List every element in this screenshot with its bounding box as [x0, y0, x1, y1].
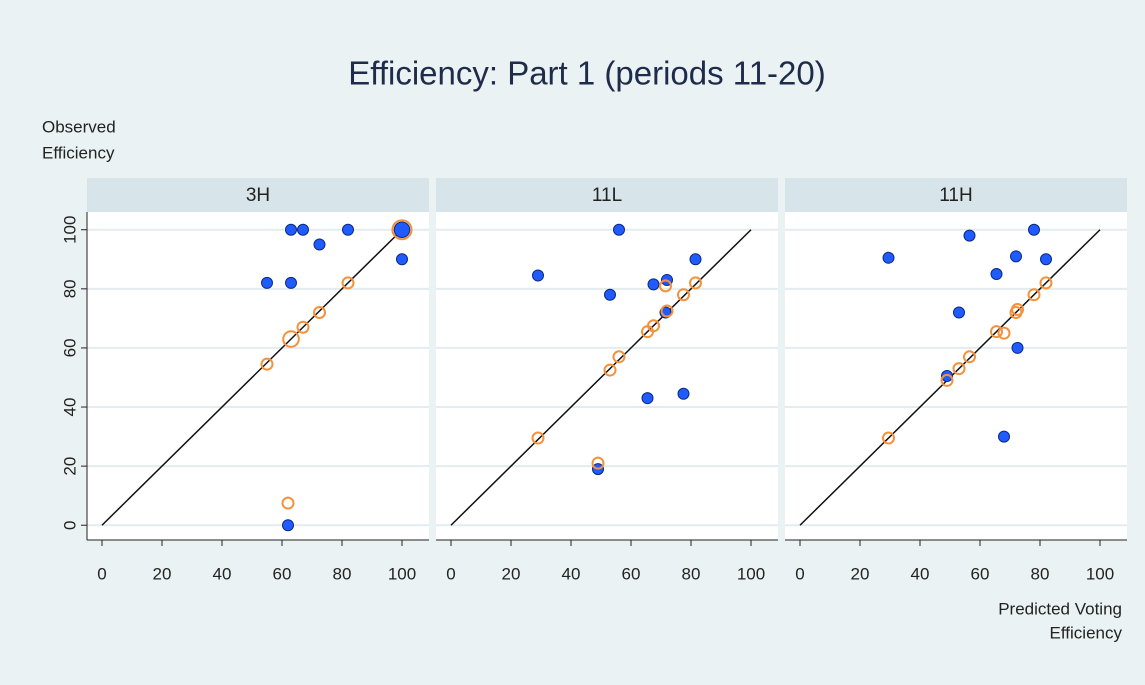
point	[990, 325, 1003, 339]
point	[997, 326, 1011, 340]
y-tick-label: 60	[60, 338, 79, 357]
y-tick-label: 0	[60, 520, 79, 529]
point	[260, 357, 274, 371]
point	[285, 276, 297, 289]
point	[591, 456, 605, 470]
x-tick-label: 40	[213, 564, 232, 583]
x-axis-label: Efficiency	[1050, 623, 1123, 642]
y-tick-label: 40	[60, 398, 79, 417]
point	[612, 350, 626, 364]
x-tick-label: 80	[1031, 564, 1050, 583]
point	[285, 223, 297, 236]
y-tick-label: 100	[60, 216, 79, 244]
point	[1027, 288, 1041, 302]
point	[952, 362, 966, 376]
plot-area	[785, 212, 1127, 540]
point	[689, 276, 702, 290]
x-tick-label: 100	[1086, 564, 1114, 583]
point	[677, 387, 690, 400]
point	[531, 431, 545, 445]
x-tick-label: 0	[446, 564, 455, 583]
point	[1040, 253, 1052, 266]
point	[660, 304, 674, 318]
point	[659, 279, 672, 293]
panel-header	[436, 178, 778, 212]
panel-header	[87, 178, 429, 212]
panel-title: 11L	[592, 185, 622, 206]
y-tick-label: 20	[60, 457, 79, 476]
point	[677, 288, 690, 302]
point	[647, 319, 660, 333]
point	[990, 268, 1003, 281]
point	[963, 229, 976, 242]
point	[941, 370, 953, 382]
point	[882, 251, 895, 264]
x-axis-label: Predicted Voting	[998, 599, 1122, 618]
x-tick-label: 20	[851, 564, 870, 583]
point	[940, 373, 954, 387]
point	[604, 288, 616, 301]
y-tick-label: 80	[60, 279, 79, 298]
panel-header	[785, 178, 1127, 212]
point	[261, 276, 273, 289]
x-tick-label: 20	[153, 564, 172, 583]
point	[1028, 223, 1040, 236]
point	[342, 223, 354, 236]
x-tick-label: 40	[562, 564, 581, 583]
point	[641, 392, 654, 405]
x-tick-label: 100	[737, 564, 765, 583]
point	[282, 519, 294, 532]
point	[1039, 276, 1053, 290]
diagonal-line	[450, 229, 752, 526]
point	[281, 496, 295, 510]
point	[297, 223, 309, 236]
point	[963, 350, 976, 364]
point	[953, 306, 965, 319]
point	[882, 431, 895, 445]
point	[689, 253, 702, 266]
point	[296, 320, 310, 334]
x-tick-label: 20	[502, 564, 521, 583]
x-tick-label: 60	[622, 564, 641, 583]
point	[532, 269, 544, 282]
point	[603, 363, 617, 377]
x-tick-label: 0	[97, 564, 106, 583]
point	[647, 278, 660, 291]
y-axis-label: Efficiency	[42, 143, 115, 162]
point	[613, 223, 625, 236]
x-tick-label: 80	[333, 564, 352, 583]
point	[1010, 250, 1022, 263]
point	[313, 238, 326, 251]
x-tick-label: 80	[682, 564, 701, 583]
point	[396, 253, 408, 266]
point	[393, 221, 411, 239]
x-tick-label: 0	[795, 564, 804, 583]
y-axis-label: Observed	[42, 117, 116, 136]
point	[341, 276, 355, 290]
x-tick-label: 60	[971, 564, 990, 583]
chart-title: Efficiency: Part 1 (periods 11-20)	[348, 55, 826, 92]
point	[313, 305, 326, 319]
x-tick-label: 60	[273, 564, 292, 583]
point	[1011, 341, 1024, 354]
x-tick-label: 100	[388, 564, 416, 583]
point	[1011, 303, 1024, 317]
point	[998, 430, 1010, 443]
panel-title: 3H	[246, 185, 270, 206]
point	[282, 330, 300, 348]
point	[391, 219, 413, 241]
x-tick-label: 40	[911, 564, 930, 583]
panel-title: 11H	[939, 185, 972, 206]
plot-area	[87, 212, 429, 540]
plot-area	[436, 212, 778, 540]
